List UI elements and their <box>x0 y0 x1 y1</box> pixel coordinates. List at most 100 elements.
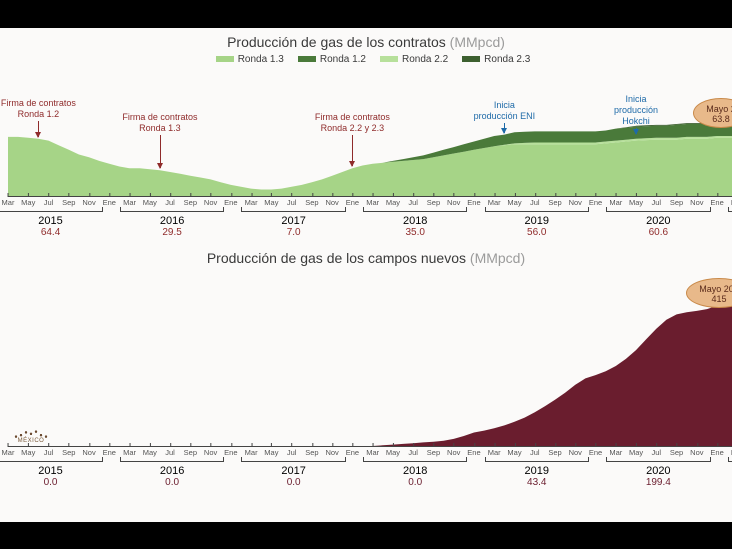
legend-swatch <box>216 56 234 62</box>
year-label: 201956.0 <box>485 211 590 239</box>
chart1-month-ticks: Mar May Jul Sep Nov Ene Mar May Jul Sep Nov Ene Mar M… <box>8 197 732 209</box>
month-tick: Mar <box>609 448 622 457</box>
month-tick: Sep <box>427 198 440 207</box>
month-tick: Sep <box>670 448 683 457</box>
chart2-plot <box>8 286 732 446</box>
month-tick: Mar <box>609 198 622 207</box>
month-tick: Nov <box>569 448 582 457</box>
month-tick: Nov <box>447 198 460 207</box>
month-tick: Jul <box>165 198 175 207</box>
month-tick: Sep <box>427 448 440 457</box>
chart2-title-unit: (MMpcd) <box>470 250 525 266</box>
legend-label: Ronda 1.3 <box>238 54 284 65</box>
chart1-xaxis: Mar May Jul Sep Nov Ene Mar May Jul Sep Nov Ene Mar M… <box>8 196 732 239</box>
legend-swatch <box>462 56 480 62</box>
year-label: 201835.0 <box>363 211 468 239</box>
chart1-title: Producción de gas de los contratos (MMpc… <box>0 34 732 50</box>
month-tick: Nov <box>690 198 703 207</box>
chart2-xaxis: Mar May Jul Sep Nov Ene Mar May Jul Sep Nov Ene Mar M… <box>8 446 732 489</box>
month-tick: Nov <box>447 448 460 457</box>
month-tick: Mar <box>488 448 501 457</box>
month-tick: Ene <box>467 448 480 457</box>
gov-mexico-logo: MÉXICO <box>6 424 56 444</box>
month-tick: Jul <box>408 448 418 457</box>
month-tick: Ene <box>589 198 602 207</box>
month-tick: May <box>264 448 278 457</box>
chart1-value-bubble: Mayo 263.8 <box>693 98 732 128</box>
year-label: 20170.0 <box>241 461 346 489</box>
month-tick: Mar <box>366 198 379 207</box>
month-tick: Jul <box>530 448 540 457</box>
year-label: 20177.0 <box>241 211 346 239</box>
month-tick: Sep <box>548 198 561 207</box>
month-tick: Mar <box>123 198 136 207</box>
year-label: 26 <box>728 211 732 239</box>
chart1-title-unit: (MMpcd) <box>450 34 505 50</box>
legend-label: Ronda 2.2 <box>402 54 448 65</box>
month-tick: Ene <box>346 448 359 457</box>
month-tick: May <box>629 198 643 207</box>
month-tick: May <box>264 198 278 207</box>
month-tick: May <box>143 448 157 457</box>
signing-annotation: Firma de contratosRonda 1.3 <box>115 112 205 134</box>
month-tick: Ene <box>103 198 116 207</box>
month-tick: Sep <box>62 448 75 457</box>
chart2-year-labels: 20150.020160.020170.020180.0201943.42020… <box>8 461 732 489</box>
month-tick: Nov <box>204 448 217 457</box>
month-tick: Jul <box>530 198 540 207</box>
month-tick: Nov <box>82 448 95 457</box>
month-tick: Nov <box>325 448 338 457</box>
month-tick: Ene <box>224 198 237 207</box>
month-tick: Sep <box>670 198 683 207</box>
month-tick: Ene <box>103 448 116 457</box>
legend-swatch <box>298 56 316 62</box>
month-tick: Jul <box>44 198 54 207</box>
year-label: 2020199.4 <box>606 461 711 489</box>
month-tick: Jul <box>165 448 175 457</box>
chart2-title: Producción de gas de los campos nuevos (… <box>0 250 732 266</box>
chart-canvas: Producción de gas de los contratos (MMpc… <box>0 28 732 522</box>
month-tick: May <box>507 198 521 207</box>
month-tick: Jul <box>652 448 662 457</box>
month-tick: May <box>21 198 35 207</box>
year-label: 20180.0 <box>363 461 468 489</box>
month-tick: Mar <box>2 448 15 457</box>
month-tick: Mar <box>245 198 258 207</box>
month-tick: Mar <box>488 198 501 207</box>
month-tick: Mar <box>245 448 258 457</box>
month-tick: May <box>21 448 35 457</box>
month-tick: Jul <box>44 448 54 457</box>
month-tick: Sep <box>62 198 75 207</box>
chart2-title-text: Producción de gas de los campos nuevos <box>207 250 466 266</box>
month-tick: Jul <box>287 448 297 457</box>
year-label: 20150.0 <box>0 461 103 489</box>
month-tick: Ene <box>589 448 602 457</box>
month-tick: Nov <box>690 448 703 457</box>
month-tick: Nov <box>325 198 338 207</box>
month-tick: Ene <box>710 198 723 207</box>
month-tick: Sep <box>184 198 197 207</box>
month-tick: May <box>507 448 521 457</box>
month-tick: Nov <box>204 198 217 207</box>
month-tick: Mar <box>366 448 379 457</box>
legend-swatch <box>380 56 398 62</box>
month-tick: Jul <box>287 198 297 207</box>
year-label: 202060.6 <box>606 211 711 239</box>
month-tick: Ene <box>224 448 237 457</box>
year-label: 201629.5 <box>120 211 225 239</box>
event-annotation: Iniciaproducción ENI <box>459 100 549 122</box>
year-label: 20160.0 <box>120 461 225 489</box>
legend-label: Ronda 2.3 <box>484 54 530 65</box>
year-label: 202376. <box>728 461 732 489</box>
legend-label: Ronda 1.2 <box>320 54 366 65</box>
chart1-legend: Ronda 1.3 Ronda 1.2 Ronda 2.2 Ronda 2.3 <box>0 54 732 65</box>
month-tick: May <box>143 198 157 207</box>
chart1-title-text: Producción de gas de los contratos <box>227 34 446 50</box>
chart2-value-bubble: Mayo 202415 <box>686 278 732 308</box>
chart1-year-labels: 201564.4201629.520177.0201835.0201956.02… <box>8 211 732 239</box>
month-tick: Jul <box>408 198 418 207</box>
month-tick: Ene <box>710 448 723 457</box>
month-tick: Jul <box>652 198 662 207</box>
signing-annotation: Firma de contratosRonda 1.2 <box>0 98 83 120</box>
year-label: 201564.4 <box>0 211 103 239</box>
